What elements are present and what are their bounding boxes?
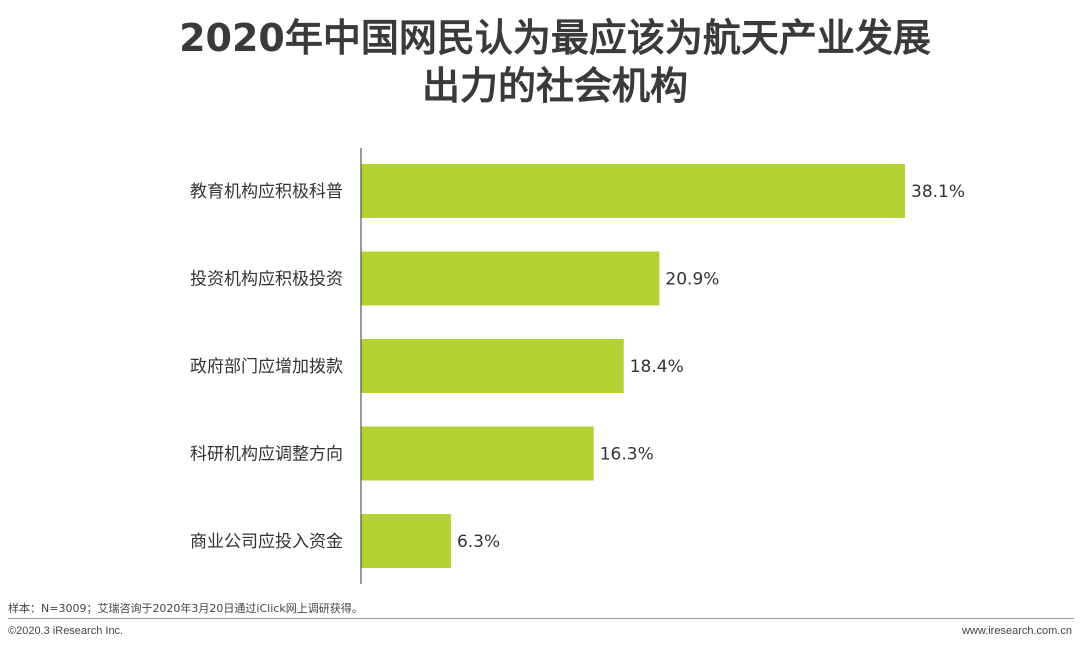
category-label-2: 投资机构应积极投资: [190, 270, 343, 290]
bar-4: [361, 426, 594, 481]
value-label-3: 18.4%: [630, 357, 684, 377]
bar-1: [361, 164, 905, 218]
category-label-5: 商业公司应投入资金: [190, 532, 343, 552]
sample-note: 样本：N=3009；艾瑞咨询于2020年3月20日通过iClick网上调研获得。: [8, 602, 363, 615]
website-link[interactable]: www.iresearch.com.cn: [961, 625, 1072, 637]
bar-chart: 教育机构应积极科普 38.1% 投资机构应积极投资 20.9% 政府部门应增加拨款 18.…: [190, 148, 965, 584]
chart-title-line-2: 出力的社会机构: [421, 64, 688, 108]
value-label-1: 38.1%: [911, 182, 965, 202]
bar-3: [361, 339, 624, 393]
copyright-text: ©2020.3 iResearch Inc.: [8, 625, 124, 637]
footer-divider: [8, 618, 1074, 619]
category-label-1: 教育机构应积极科普: [190, 182, 343, 202]
category-label-3: 政府部门应增加拨款: [190, 357, 343, 377]
category-label-4: 科研机构应调整方向: [190, 445, 343, 465]
value-label-4: 16.3%: [600, 445, 654, 465]
value-label-5: 6.3%: [457, 532, 500, 552]
value-label-2: 20.9%: [665, 270, 719, 290]
bar-5: [361, 514, 451, 568]
chart-title-line-1: 2020年中国网民认为最应该为航天产业发展: [179, 16, 931, 60]
chart-title: 2020年中国网民认为最应该为航天产业发展 出力的社会机构: [0, 14, 1080, 110]
bar-2: [361, 251, 660, 306]
